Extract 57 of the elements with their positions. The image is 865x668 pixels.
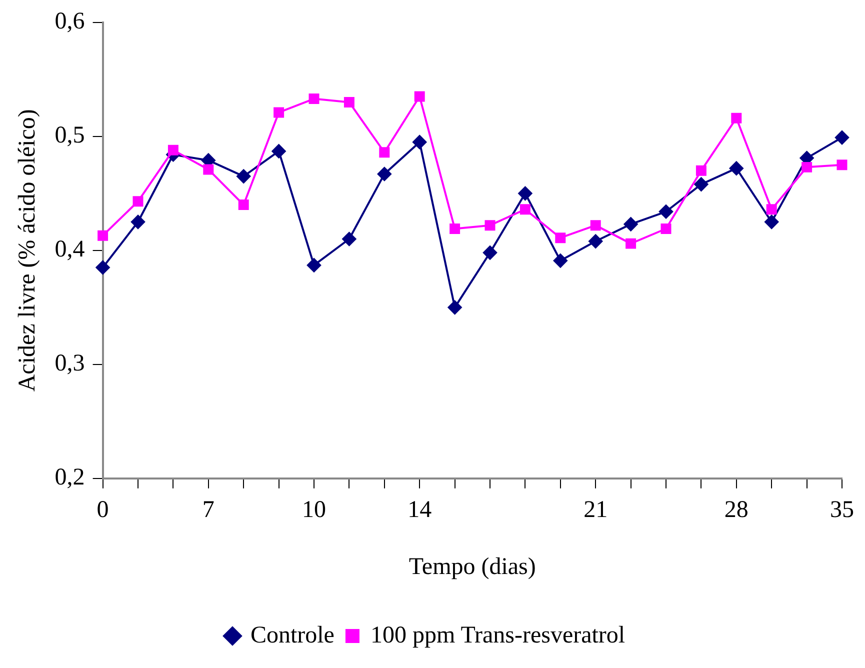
point (344, 96, 354, 108)
point (412, 135, 427, 150)
legend-label: Controle (250, 622, 334, 648)
point (483, 246, 497, 260)
point (274, 107, 284, 118)
point (414, 91, 425, 102)
point (379, 147, 390, 158)
y-tick-label: 0,4 (54, 236, 85, 263)
point (377, 167, 392, 182)
point (802, 162, 812, 172)
point (272, 144, 286, 158)
point (520, 204, 530, 215)
legend-label: 100 ppm Trans-resveratrol (370, 622, 626, 648)
point (307, 258, 321, 272)
point (696, 165, 706, 176)
x-tick-label: 10 (302, 497, 326, 524)
point (168, 144, 178, 156)
y-tick-label: 0,5 (54, 122, 85, 149)
point (766, 204, 777, 215)
point (553, 254, 568, 268)
point (518, 186, 532, 200)
x-tick-label: 28 (724, 497, 748, 524)
x-tick-label: 35 (830, 497, 854, 524)
point (835, 130, 849, 145)
point (236, 169, 251, 184)
point (308, 94, 320, 104)
point (729, 161, 744, 176)
point (836, 160, 848, 170)
x-tick-label: 14 (408, 497, 432, 524)
point (238, 200, 249, 210)
x-tick-label: 7 (202, 497, 214, 524)
point (694, 177, 708, 192)
y-axis-title: Acidez livre (% ácido oléico) (14, 109, 41, 392)
y-tick-label: 0,3 (54, 350, 85, 377)
point (450, 224, 460, 234)
x-tick-label: 0 (96, 497, 109, 524)
point (590, 220, 601, 231)
point (555, 232, 566, 244)
x-axis-title: Tempo (dias) (408, 554, 536, 580)
point (659, 204, 673, 219)
point (660, 224, 672, 234)
point (626, 238, 636, 249)
point (96, 260, 110, 274)
y-tick-label: 0,2 (54, 464, 85, 491)
point (588, 234, 603, 248)
point (731, 112, 742, 124)
point (624, 217, 638, 232)
point (98, 230, 108, 241)
point (484, 220, 496, 231)
y-tick-label: 0,6 (54, 8, 85, 35)
point (203, 164, 214, 175)
x-tick-label: 21 (584, 497, 608, 524)
point (448, 300, 462, 314)
point (132, 196, 144, 207)
point (764, 214, 779, 229)
point (131, 214, 145, 229)
point (342, 232, 356, 246)
